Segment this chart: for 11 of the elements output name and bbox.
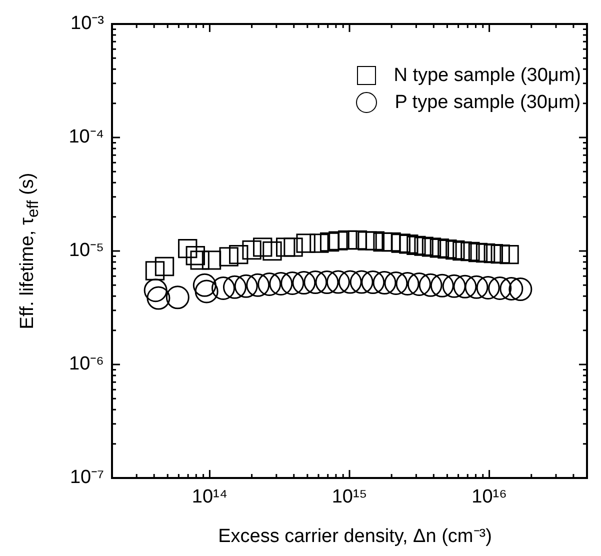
legend-label: N type sample (30μm) [394, 64, 581, 86]
y-tick-label: 10⁻³ [70, 13, 104, 34]
legend-label: P type sample (30μm) [394, 92, 581, 114]
y-tick-label: 10⁻⁷ [70, 467, 104, 488]
y-tick-label: 10⁻⁶ [69, 354, 104, 375]
x-axis-title: Excess carrier density, Δn (cm⁻³) [217, 525, 493, 548]
x-tick-label: 10¹⁴ [192, 486, 228, 508]
y-tick-label: 10⁻⁴ [68, 126, 104, 148]
x-tick-label: 10¹⁵ [332, 486, 368, 508]
y-tick-label: 10⁻⁵ [68, 240, 104, 262]
x-tick-label: 10¹⁶ [472, 486, 507, 508]
